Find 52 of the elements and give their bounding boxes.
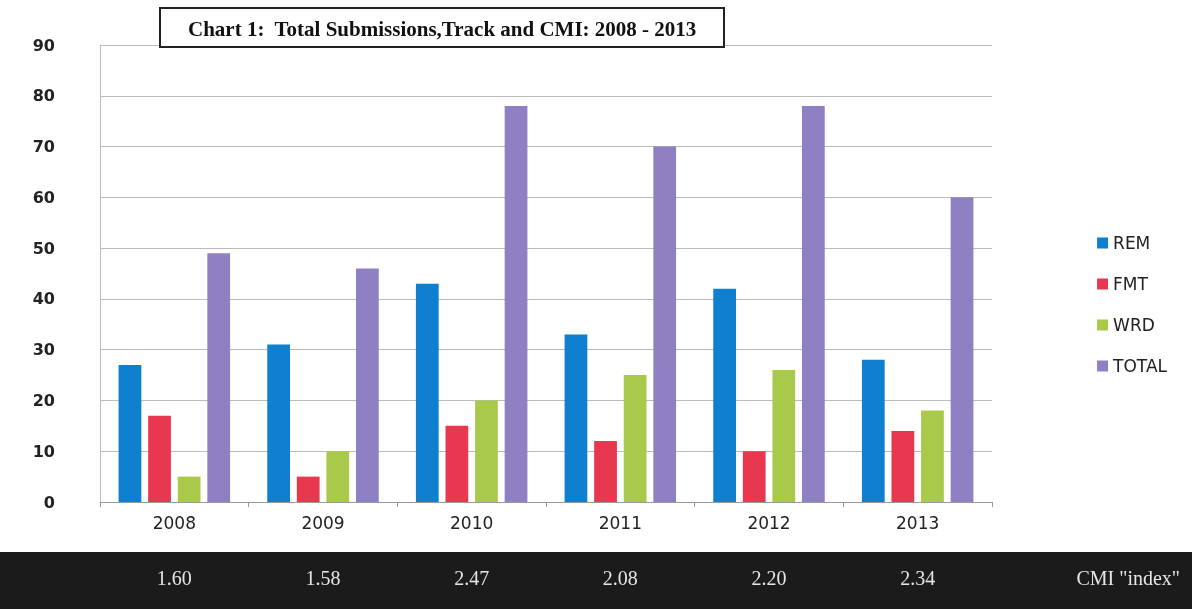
- bar: [891, 430, 915, 502]
- text: 1.60: [156, 567, 192, 589]
- bar: [801, 105, 825, 502]
- bar: [713, 288, 737, 502]
- y-tick-label: 10: [32, 441, 55, 461]
- y-tick-label: 80: [32, 86, 55, 106]
- x-tick-label: 2008: [152, 512, 196, 533]
- y-tick-label: 40: [32, 289, 55, 309]
- text: 2.08: [602, 567, 638, 589]
- x-tick-label: 2013: [896, 512, 940, 533]
- bar: [148, 415, 171, 502]
- text: 2.34: [900, 567, 936, 589]
- bar: [861, 359, 885, 502]
- bar: [207, 253, 231, 502]
- y-tick-label: 0: [43, 492, 55, 512]
- bar: [950, 197, 974, 502]
- bar: [623, 375, 647, 502]
- bar: [742, 451, 766, 502]
- x-tick-label: 2009: [301, 512, 345, 533]
- legend-label: TOTAL: [1112, 356, 1168, 376]
- bar: [921, 410, 944, 502]
- bar: [475, 400, 498, 502]
- bar: [355, 268, 379, 502]
- bar: [118, 364, 142, 502]
- bar: [772, 369, 796, 502]
- text: 1.58: [305, 567, 341, 589]
- x-tick-label: 2010: [450, 512, 494, 533]
- bar: [415, 283, 439, 502]
- y-tick-label: 30: [32, 340, 55, 360]
- bar: [326, 451, 350, 502]
- bar: [564, 334, 588, 502]
- y-tick-label: 70: [32, 137, 55, 157]
- bar: [653, 146, 677, 502]
- chart-title: Chart 1: Total Submissions,Track and CMI: 2008 - 2013: [188, 16, 697, 41]
- text: 2.47: [454, 567, 490, 589]
- legend-label: WRD: [1113, 315, 1155, 335]
- text: CMI "index": [1076, 567, 1180, 589]
- bar: [296, 476, 320, 502]
- x-tick-label: 2011: [598, 512, 642, 533]
- y-tick-label: 20: [32, 390, 55, 410]
- bar: [504, 105, 528, 502]
- bar: [267, 344, 291, 502]
- bar: [445, 425, 469, 502]
- y-tick-label: 90: [32, 35, 55, 55]
- bar: [177, 476, 201, 502]
- bar: [594, 441, 617, 502]
- legend-label: REM: [1113, 233, 1151, 253]
- x-tick-label: 2012: [747, 512, 791, 533]
- y-tick-label: 50: [32, 238, 55, 258]
- y-tick-label: 60: [32, 187, 55, 207]
- legend-label: FMT: [1113, 274, 1149, 294]
- text: 2.20: [751, 567, 787, 589]
